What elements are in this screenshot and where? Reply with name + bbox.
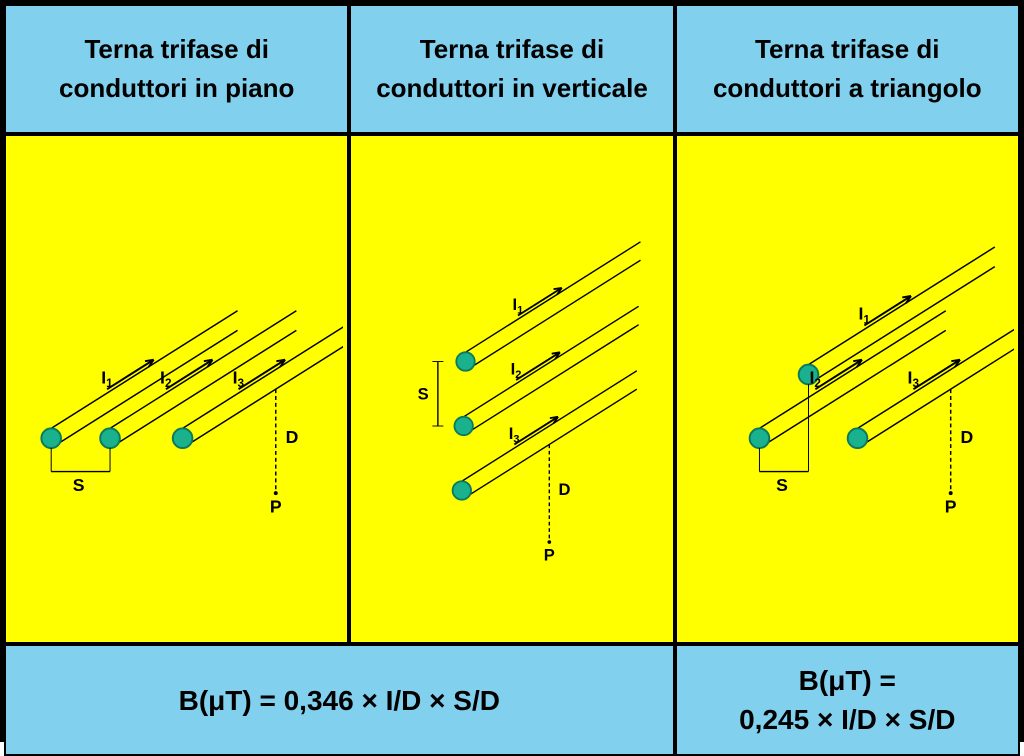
svg-text:S: S [73, 475, 85, 495]
diagram-table: Terna trifase diconduttori in piano Tern… [0, 0, 1024, 742]
formula-triangolo-text: B(μT) = 0,245 × I/D × S/D [739, 661, 955, 739]
svg-text:D: D [286, 427, 299, 447]
svg-text:P: P [270, 497, 282, 517]
svg-piano: I1 I2 I3 S D P [10, 144, 343, 634]
svg-verticale: I1 I2 I3 S D P [355, 144, 668, 634]
svg-text:I2: I2 [511, 359, 522, 381]
diagram-row: I1 I2 I3 S D P I1 I2 I3 S D P I1 I2 I3 S D P [4, 134, 1020, 644]
formula-triangolo: B(μT) = 0,245 × I/D × S/D [675, 644, 1020, 756]
svg-triangolo: I1I2I3SDP [681, 144, 1014, 634]
svg-text:I1: I1 [101, 367, 113, 390]
svg-text:I3: I3 [907, 367, 919, 390]
header-piano: Terna trifase diconduttori in piano [4, 4, 349, 134]
svg-text:P: P [944, 497, 956, 517]
formula-combined: B(μT) = 0,346 × I/D × S/D [4, 644, 675, 756]
formula-combined-text: B(μT) = 0,346 × I/D × S/D [179, 681, 500, 720]
formula-tri-l1: B(μT) = [799, 665, 896, 696]
svg-text:I1: I1 [513, 295, 524, 317]
diagram-piano: I1 I2 I3 S D P [4, 134, 349, 644]
svg-text:I2: I2 [160, 367, 172, 390]
header-row: Terna trifase diconduttori in piano Tern… [4, 4, 1020, 134]
svg-text:S: S [418, 384, 429, 403]
svg-text:I1: I1 [858, 304, 870, 327]
svg-text:D: D [960, 427, 973, 447]
header-piano-text: Terna trifase diconduttori in piano [59, 30, 294, 108]
diagram-verticale: I1 I2 I3 S D P [349, 134, 674, 644]
svg-text:I3: I3 [509, 424, 520, 446]
formula-row: B(μT) = 0,346 × I/D × S/D B(μT) = 0,245 … [4, 644, 1020, 756]
svg-text:I3: I3 [233, 367, 245, 390]
formula-tri-l2: 0,245 × I/D × S/D [739, 704, 955, 735]
svg-text:P: P [544, 545, 555, 564]
diagram-triangolo: I1I2I3SDP [675, 134, 1020, 644]
svg-text:S: S [776, 475, 788, 495]
header-verticale: Terna trifase diconduttori in verticale [349, 4, 674, 134]
header-triangolo: Terna trifase diconduttori a triangolo [675, 4, 1020, 134]
header-verticale-text: Terna trifase diconduttori in verticale [376, 30, 648, 108]
header-triangolo-text: Terna trifase diconduttori a triangolo [713, 30, 982, 108]
svg-text:D: D [559, 480, 571, 499]
